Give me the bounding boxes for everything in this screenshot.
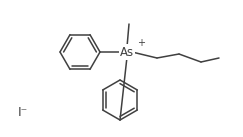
Text: As: As — [120, 45, 134, 58]
Text: I⁻: I⁻ — [18, 105, 28, 119]
Text: +: + — [137, 38, 145, 48]
